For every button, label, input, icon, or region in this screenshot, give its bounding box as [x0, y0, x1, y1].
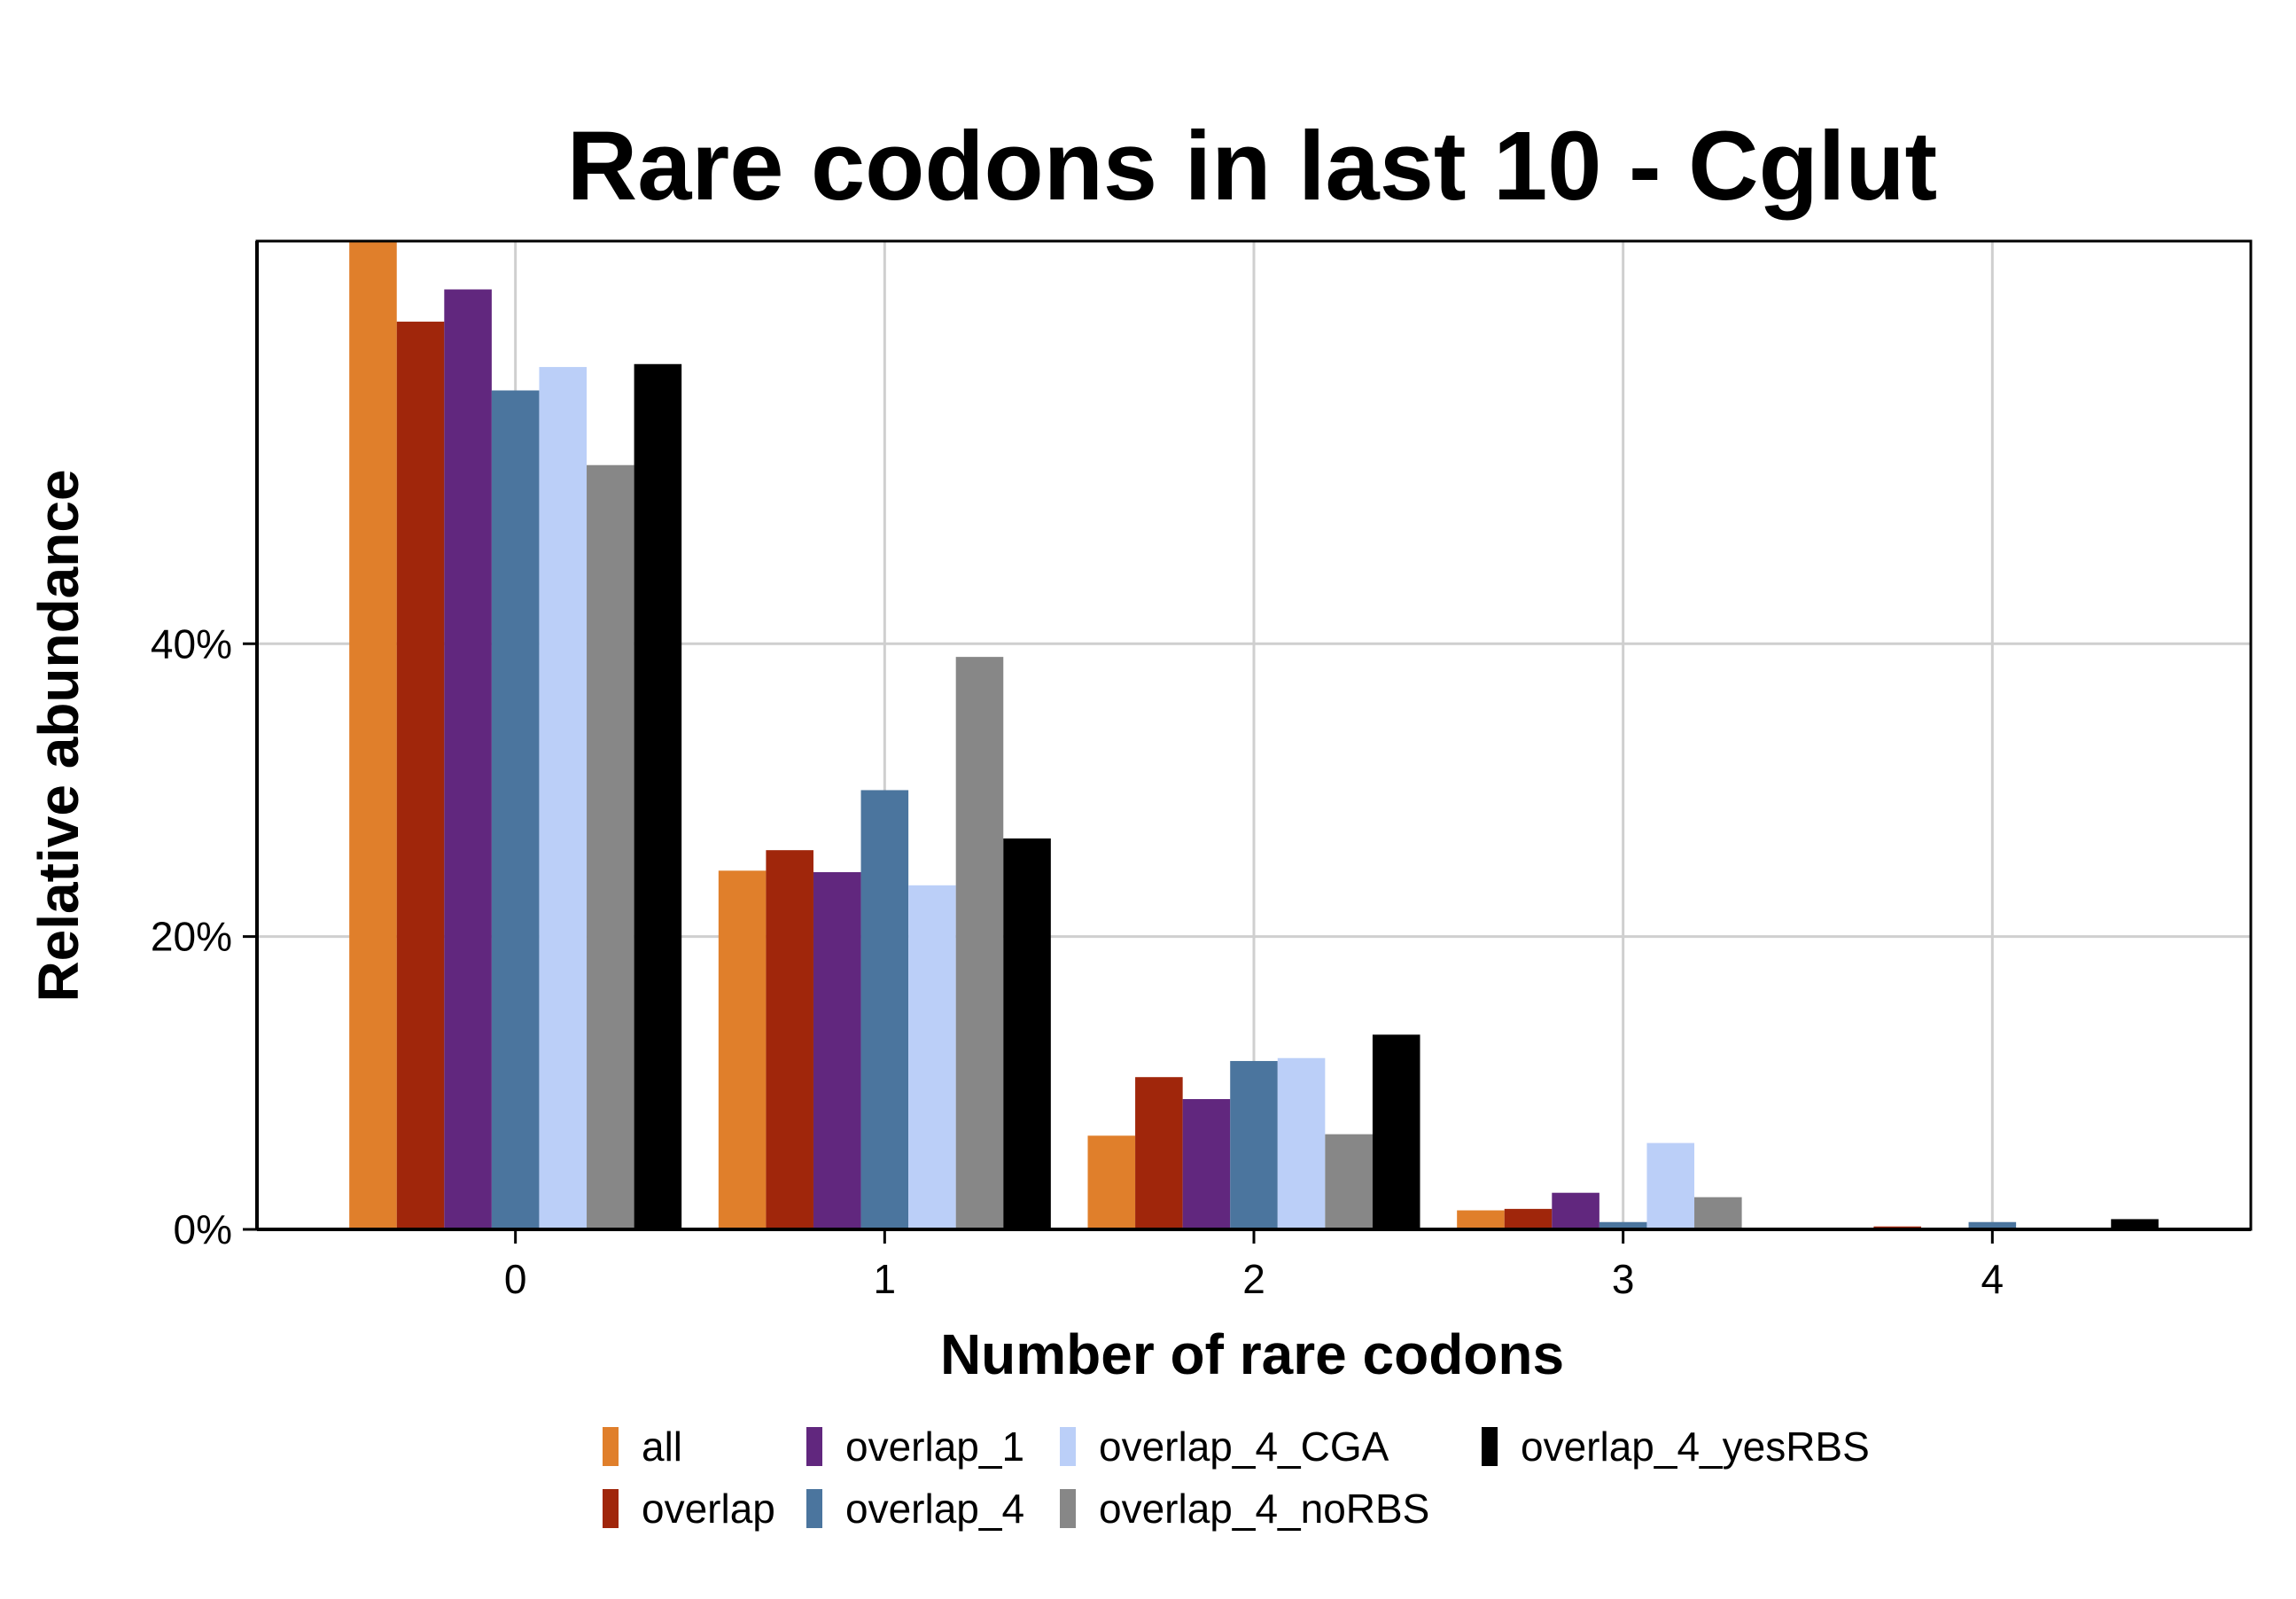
bar-overlap_4_noRBS-2	[1325, 1134, 1373, 1229]
bar-overlap_1-1	[813, 871, 861, 1229]
x-tick-label-0: 0	[504, 1256, 527, 1302]
bar-overlap_4_noRBS-1	[955, 657, 1004, 1229]
y-tick-label-0: 0%	[174, 1206, 232, 1252]
bar-all-1	[718, 870, 767, 1229]
bar-overlap_4_yesRBS-1	[1003, 838, 1051, 1229]
legend-label-overlap_4_noRBS: overlap_4_noRBS	[1099, 1486, 1429, 1532]
bar-all-3	[1457, 1210, 1505, 1229]
y-tick-label-1: 20%	[151, 914, 232, 960]
bar-overlap_4_CGA-2	[1277, 1057, 1326, 1229]
x-axis-ticks: 0 1 2 3 4	[504, 1229, 2004, 1302]
bar-overlap_4-1	[860, 790, 909, 1229]
bar-overlap-1	[766, 850, 813, 1229]
bar-overlap_4-4	[1968, 1221, 2017, 1229]
x-axis-title: Number of rare codons	[940, 1322, 1564, 1386]
bar-all-2	[1087, 1135, 1136, 1229]
y-axis-ticks: 0% 20% 40%	[151, 620, 257, 1252]
chart-title: Rare codons in last 10 - Cglut	[567, 112, 1937, 221]
legend-key-all	[603, 1427, 619, 1466]
legend-key-overlap_4_noRBS	[1060, 1489, 1076, 1528]
bar-overlap_4_CGA-0	[539, 367, 588, 1229]
bar-overlap_4-2	[1230, 1061, 1278, 1229]
legend-label-overlap_4_yesRBS: overlap_4_yesRBS	[1521, 1424, 1870, 1470]
x-tick-label-3: 3	[1612, 1256, 1635, 1302]
bar-overlap_4_yesRBS-0	[634, 363, 682, 1229]
x-tick-label-1: 1	[874, 1256, 897, 1302]
bar-overlap_4_yesRBS-4	[2111, 1219, 2159, 1229]
bar-overlap_4_CGA-1	[908, 885, 956, 1229]
bar-overlap_4-3	[1599, 1221, 1647, 1229]
legend-key-overlap_4	[806, 1489, 822, 1528]
x-tick-label-2: 2	[1242, 1256, 1265, 1302]
bar-overlap_1-0	[444, 289, 492, 1229]
bar-overlap-0	[396, 321, 445, 1230]
legend-label-overlap_4_CGA: overlap_4_CGA	[1099, 1424, 1389, 1470]
bar-overlap-3	[1504, 1208, 1553, 1229]
legend-key-overlap_1	[806, 1427, 822, 1466]
x-tick-label-4: 4	[1981, 1256, 2004, 1302]
bar-overlap_4_CGA-3	[1646, 1143, 1695, 1229]
bar-overlap-2	[1135, 1077, 1183, 1229]
bar-overlap_4_yesRBS-2	[1372, 1034, 1420, 1229]
legend-label-overlap_4: overlap_4	[845, 1486, 1024, 1532]
legend-label-all: all	[642, 1424, 682, 1470]
bar-overlap_1-3	[1552, 1192, 1599, 1229]
bar-overlap_4_noRBS-0	[587, 464, 634, 1229]
bars	[349, 241, 2159, 1230]
legend-key-overlap_4_yesRBS	[1482, 1427, 1498, 1466]
legend-label-overlap: overlap	[642, 1486, 775, 1532]
bar-overlap_1-2	[1182, 1098, 1231, 1229]
bar-overlap_4_noRBS-3	[1694, 1197, 1742, 1229]
legend: all overlap overlap_1 overlap_4 overlap_4_CG…	[603, 1424, 1870, 1532]
legend-key-overlap_4_CGA	[1060, 1427, 1076, 1466]
bar-all-0	[349, 241, 397, 1229]
legend-label-overlap_1: overlap_1	[845, 1424, 1024, 1470]
bar-overlap_4-0	[491, 390, 540, 1229]
y-tick-label-2: 40%	[151, 620, 232, 667]
y-axis-title: Relative abundance	[27, 469, 90, 1002]
legend-key-overlap	[603, 1489, 619, 1528]
